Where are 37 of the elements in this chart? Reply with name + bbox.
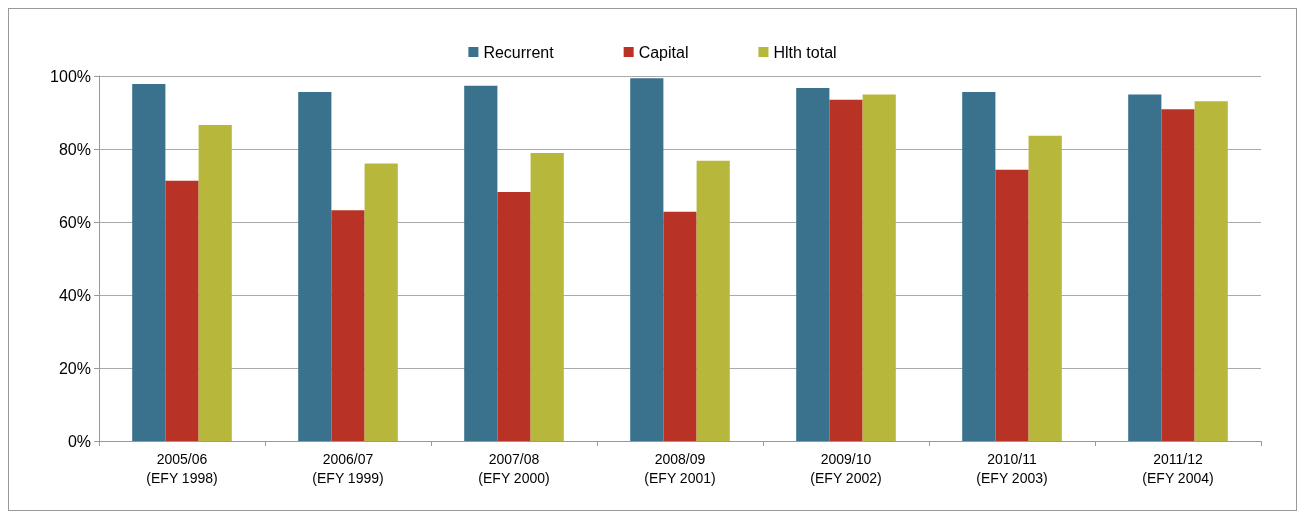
legend-label: Hlth total — [773, 43, 837, 61]
legend-label: Recurrent — [483, 43, 555, 61]
bar — [995, 169, 1029, 441]
legend-label: Capital — [638, 43, 689, 61]
bar — [862, 94, 896, 441]
x-tick-label: 2010/11 (EFY 2003) — [976, 450, 1048, 486]
bar — [331, 210, 365, 441]
y-tick-label: 80% — [58, 140, 91, 158]
x-tick-label: 2009/10 (EFY 2002) — [810, 450, 882, 486]
bar — [497, 192, 531, 441]
bar — [796, 88, 830, 441]
y-tick-label: 60% — [58, 213, 91, 231]
x-tick-label: 2007/08 (EFY 2000) — [478, 450, 550, 486]
bar — [198, 124, 232, 441]
bar — [663, 211, 697, 441]
bar — [1128, 94, 1162, 441]
x-tick-label: 2008/09 (EFY 2001) — [644, 450, 716, 486]
bar — [1161, 109, 1195, 441]
bar — [165, 180, 199, 441]
x-tick-label: 2005/06 (EFY 1998) — [146, 450, 218, 486]
bar — [530, 153, 564, 441]
bar — [464, 85, 498, 441]
y-tick-label: 100% — [50, 67, 91, 85]
bar — [962, 92, 996, 441]
bar — [696, 160, 730, 441]
bar — [1028, 135, 1062, 441]
bar — [1194, 101, 1228, 441]
y-tick-label: 40% — [58, 286, 91, 304]
x-tick-label: 2011/12 (EFY 2004) — [1142, 450, 1214, 486]
y-tick-label: 0% — [67, 432, 91, 450]
x-tick-label: 2006/07 (EFY 1999) — [312, 450, 384, 486]
bar — [829, 99, 863, 441]
y-tick-label: 20% — [58, 359, 91, 377]
bar — [630, 78, 664, 441]
bar — [364, 163, 398, 441]
bar — [132, 84, 166, 441]
bar — [298, 92, 332, 441]
